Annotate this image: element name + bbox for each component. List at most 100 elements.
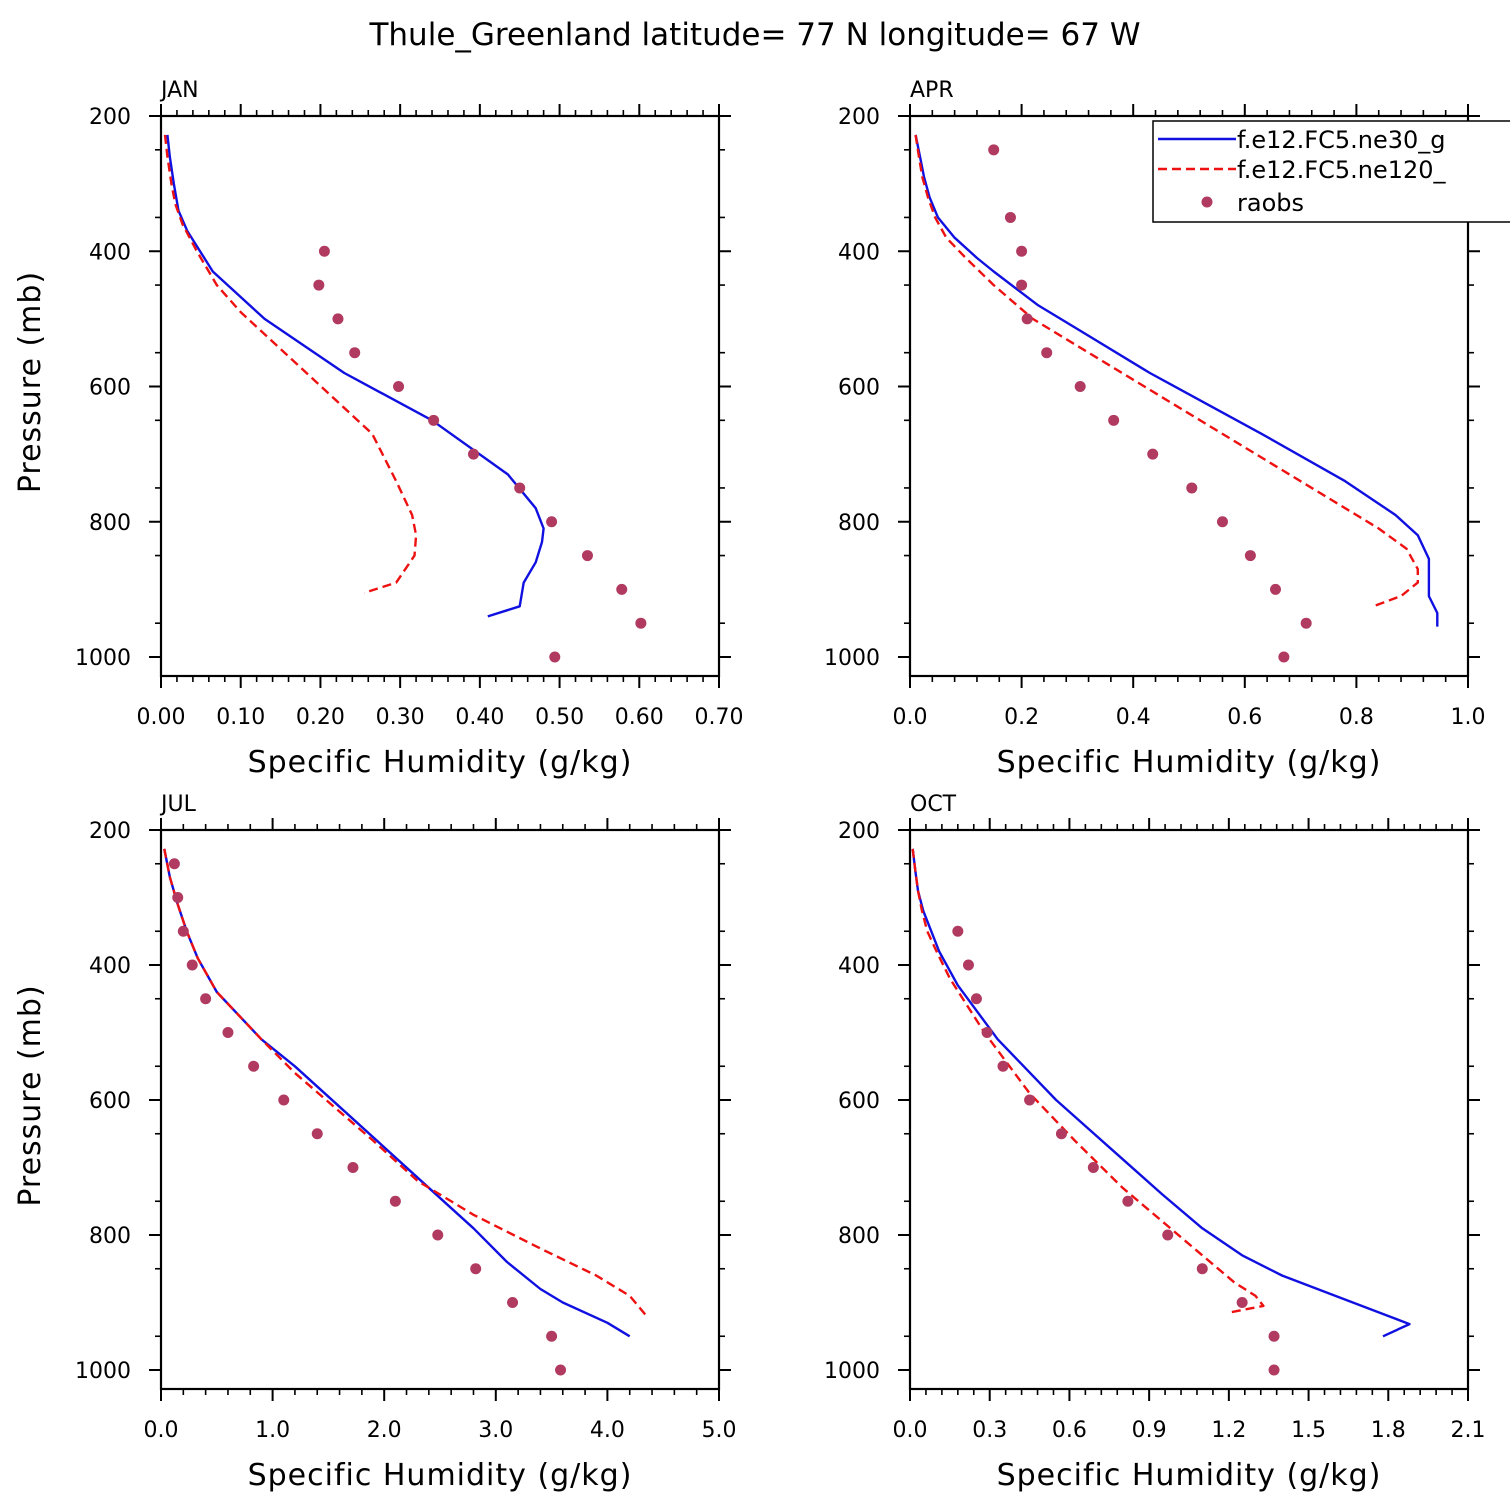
x-tick-label: 0.30 xyxy=(376,705,425,730)
y-tick-label: 800 xyxy=(838,511,880,536)
raobs-point xyxy=(1024,1094,1036,1106)
raobs-point xyxy=(507,1297,519,1308)
x-tick-label: 0.8 xyxy=(1339,705,1374,730)
x-axis-label: Specific Humidity (g/kg) xyxy=(997,1458,1382,1493)
panel-label-oct: OCT xyxy=(910,792,957,817)
raobs-point xyxy=(1236,1297,1248,1308)
y-tick-label: 1000 xyxy=(824,646,880,671)
y-tick-label: 400 xyxy=(89,240,131,265)
y-tick-label: 800 xyxy=(89,1224,131,1249)
raobs-point xyxy=(962,959,974,971)
panel-label-jan: JAN xyxy=(159,78,199,103)
raobs-point xyxy=(1122,1195,1134,1207)
panel-label-jul: JUL xyxy=(159,792,197,817)
raobs-point xyxy=(177,925,189,937)
series-line-ne30 xyxy=(163,848,631,1338)
raobs-point xyxy=(349,347,361,359)
series-line-ne120 xyxy=(911,848,1265,1314)
x-tick-label: 0.6 xyxy=(1052,1418,1087,1443)
raobs-point xyxy=(1269,583,1281,595)
x-tick-label: 0.0 xyxy=(893,1418,928,1443)
y-tick-label: 800 xyxy=(89,511,131,536)
x-tick-label: 1.8 xyxy=(1371,1418,1406,1443)
raobs-point xyxy=(432,1229,444,1241)
raobs-point xyxy=(1268,1364,1280,1376)
raobs-point xyxy=(1278,651,1290,663)
raobs-point xyxy=(1108,414,1120,426)
x-tick-label: 5.0 xyxy=(702,1418,737,1443)
raobs-point xyxy=(311,1128,323,1140)
y-tick-label: 800 xyxy=(838,1224,880,1249)
series-line-ne30 xyxy=(911,848,1411,1338)
raobs-point xyxy=(1041,347,1053,359)
x-tick-label: 0.60 xyxy=(615,705,664,730)
raobs-point xyxy=(332,313,344,325)
x-axis-label: Specific Humidity (g/kg) xyxy=(248,1458,633,1493)
x-tick-label: 2.0 xyxy=(367,1418,402,1443)
x-tick-label: 0.70 xyxy=(695,705,744,730)
x-tick-label: 0.3 xyxy=(972,1418,1007,1443)
y-tick-label: 600 xyxy=(838,376,880,401)
panel-apr: APR 0.0 0.2 0.4 0.6 0.8 1.0 200 400 600 800 1000 Spe… xyxy=(824,78,1486,780)
raobs-point xyxy=(428,414,440,426)
x-tick-label: 0.40 xyxy=(455,705,504,730)
x-tick-label: 0.20 xyxy=(296,705,345,730)
panel-jul: JUL 0.0 1.0 2.0 3.0 4.0 5.0 200 400 600 800 1000 Spe… xyxy=(13,792,737,1493)
x-tick-label: 1.0 xyxy=(255,1418,290,1443)
raobs-point xyxy=(222,1027,234,1038)
x-tick-label: 1.5 xyxy=(1291,1418,1326,1443)
panel-jan: JAN 0.00 0.10 0.20 0.30 0.40 0.50 0.60 0.70 200 40… xyxy=(13,78,743,780)
raobs-point xyxy=(581,550,593,562)
legend: f.e12.FC5.ne30_gf.e12.FC5.ne120_raobs xyxy=(1152,120,1510,223)
raobs-point xyxy=(988,144,1000,156)
x-tick-label: 0.0 xyxy=(893,705,928,730)
x-tick-label: 0.50 xyxy=(535,705,584,730)
legend-label-obs: raobs xyxy=(1237,189,1304,217)
raobs-point xyxy=(997,1060,1009,1072)
legend-label-model2: f.e12.FC5.ne120_ xyxy=(1237,156,1447,184)
panel-label-apr: APR xyxy=(910,78,954,103)
panel-oct: OCT 0.0 0.3 0.6 0.9 1.2 1.5 1.8 2.1 200 400 600 800 1… xyxy=(824,792,1486,1493)
raobs-point xyxy=(1016,245,1028,257)
raobs-point xyxy=(1016,279,1028,291)
series-line-ne120 xyxy=(914,134,1419,608)
y-tick-label: 200 xyxy=(89,819,131,844)
raobs-point xyxy=(1196,1263,1208,1275)
x-tick-label: 1.2 xyxy=(1211,1418,1246,1443)
y-tick-label: 400 xyxy=(89,954,131,979)
raobs-point xyxy=(1147,448,1159,460)
raobs-point xyxy=(393,381,405,392)
series-line-ne30 xyxy=(166,134,545,618)
raobs-point xyxy=(970,993,982,1005)
x-tick-label: 0.0 xyxy=(144,1418,179,1443)
plot-frame xyxy=(159,828,721,1391)
raobs-point xyxy=(546,516,558,528)
y-tick-label: 200 xyxy=(838,105,880,130)
raobs-point xyxy=(1055,1128,1067,1140)
raobs-point xyxy=(981,1027,993,1038)
y-tick-label: 200 xyxy=(838,819,880,844)
x-tick-label: 0.00 xyxy=(137,705,186,730)
raobs-point xyxy=(1268,1330,1280,1342)
raobs-point xyxy=(616,583,628,595)
x-tick-label: 0.2 xyxy=(1004,705,1039,730)
raobs-point xyxy=(168,858,180,870)
raobs-point xyxy=(549,651,561,663)
x-tick-label: 2.1 xyxy=(1451,1418,1486,1443)
x-tick-label: 4.0 xyxy=(590,1418,625,1443)
raobs-point xyxy=(318,245,330,257)
x-tick-label: 0.10 xyxy=(216,705,265,730)
raobs-point xyxy=(186,959,198,971)
raobs-point xyxy=(1162,1229,1174,1241)
raobs-point xyxy=(1244,550,1256,562)
y-tick-label: 1000 xyxy=(75,646,131,671)
raobs-point xyxy=(1021,313,1033,325)
y-axis-label: Pressure (mb) xyxy=(13,984,48,1206)
raobs-point xyxy=(278,1094,290,1106)
raobs-point xyxy=(952,925,964,937)
series-line-ne120 xyxy=(163,134,418,594)
raobs-point xyxy=(467,448,479,460)
series-line-ne30 xyxy=(914,134,1439,627)
raobs-point xyxy=(546,1330,558,1342)
